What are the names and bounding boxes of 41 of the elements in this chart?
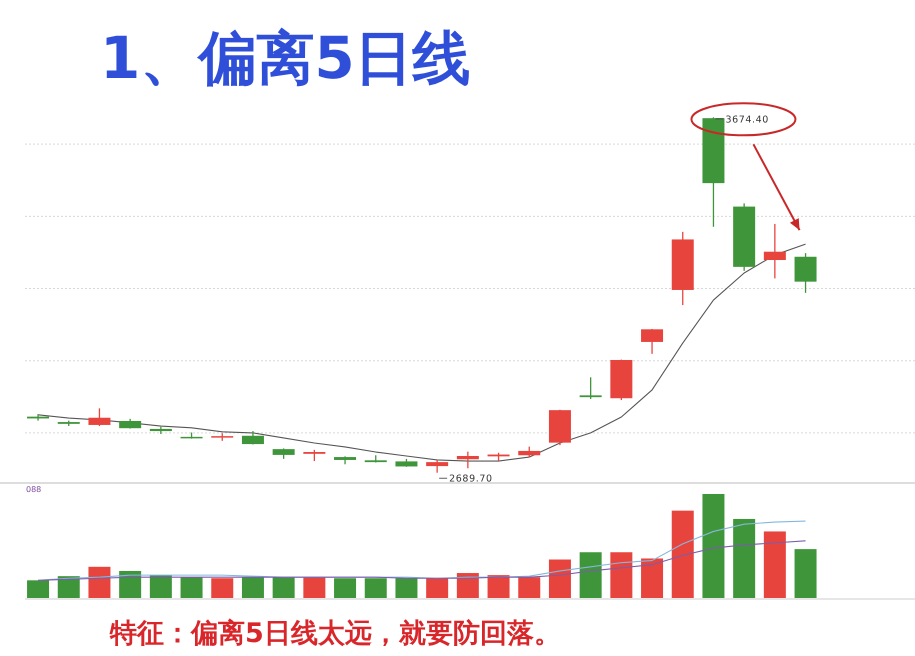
candlestick (456, 451, 479, 469)
chart-title: 1、偏离5日线 (100, 24, 471, 92)
bar (27, 580, 50, 598)
bar (395, 578, 418, 598)
bar (180, 577, 203, 598)
bar (364, 578, 387, 598)
bar (488, 575, 510, 598)
candlestick (272, 448, 295, 460)
candlestick (518, 446, 540, 458)
bar (733, 518, 756, 598)
bar (242, 577, 264, 598)
candlestick (242, 430, 264, 446)
bar (794, 549, 817, 598)
bar (303, 577, 326, 598)
bar (456, 573, 479, 598)
bar (119, 570, 142, 598)
bar (548, 560, 571, 598)
candlestick (426, 459, 448, 474)
candlestick (764, 223, 786, 280)
bar (580, 552, 602, 598)
bar (610, 552, 632, 598)
bar (764, 531, 786, 598)
candlestick (88, 408, 110, 427)
bar (88, 566, 110, 598)
bar (641, 558, 664, 598)
candlestick (211, 432, 234, 442)
candlestick (641, 328, 664, 354)
candlestick (119, 418, 142, 430)
text: 088 (26, 485, 42, 494)
annotation: 3674.40 (725, 114, 769, 126)
bar (58, 576, 80, 598)
bar (426, 578, 448, 598)
candlestick (303, 449, 326, 462)
bar (211, 578, 234, 598)
bar (518, 577, 540, 598)
text: 特征：偏离5日线太远，就要防回落。 (109, 618, 561, 649)
bar (272, 577, 295, 598)
bar (334, 578, 356, 598)
bar (672, 510, 694, 598)
bar (702, 494, 724, 598)
text: 2689.70 (449, 474, 493, 485)
